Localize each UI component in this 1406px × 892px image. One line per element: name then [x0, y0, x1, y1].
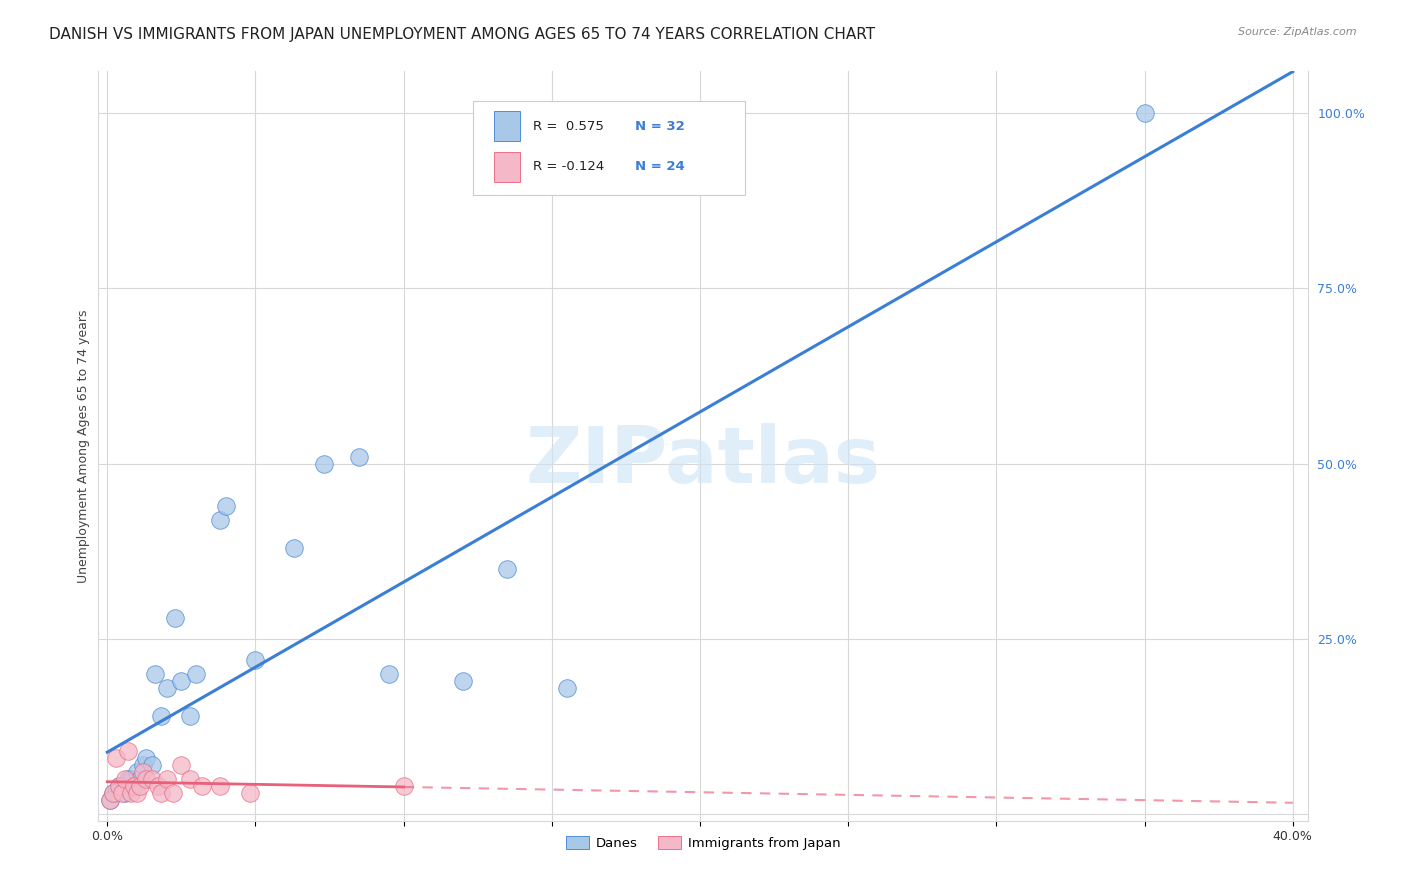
Point: [215, 499, 238, 513]
Text: DANISH VS IMMIGRANTS FROM JAPAN UNEMPLOYMENT AMONG AGES 65 TO 74 YEARS CORRELATI: DANISH VS IMMIGRANTS FROM JAPAN UNEMPLOY…: [49, 27, 876, 42]
Point: [146, 779, 169, 793]
Point: [1133, 106, 1156, 120]
Point: [103, 786, 125, 800]
Point: [120, 772, 142, 786]
Legend: Danes, Immigrants from Japan: Danes, Immigrants from Japan: [560, 830, 846, 855]
Point: [149, 786, 172, 800]
FancyBboxPatch shape: [474, 102, 745, 195]
Text: Source: ZipAtlas.com: Source: ZipAtlas.com: [1239, 27, 1357, 37]
Point: [117, 772, 139, 786]
Point: [162, 786, 184, 800]
Point: [239, 786, 262, 800]
Text: R =  0.575: R = 0.575: [533, 120, 603, 133]
Point: [103, 786, 125, 800]
Point: [114, 772, 136, 786]
Point: [155, 772, 177, 786]
Bar: [494, 152, 520, 181]
Point: [122, 779, 145, 793]
Point: [165, 610, 187, 624]
Point: [132, 757, 155, 772]
Point: [179, 772, 201, 786]
Point: [170, 757, 193, 772]
Point: [186, 666, 208, 681]
Point: [378, 666, 401, 681]
Point: [149, 708, 172, 723]
Point: [135, 772, 157, 786]
Point: [111, 786, 134, 800]
Point: [129, 772, 152, 786]
Point: [208, 512, 231, 526]
Point: [312, 457, 335, 471]
Point: [141, 772, 163, 786]
Text: R = -0.124: R = -0.124: [533, 160, 603, 173]
Point: [114, 786, 136, 800]
Point: [125, 786, 148, 800]
Text: N = 24: N = 24: [636, 160, 685, 173]
Point: [496, 561, 519, 575]
Point: [347, 450, 370, 464]
Point: [105, 786, 128, 800]
Point: [98, 792, 121, 806]
Point: [392, 779, 415, 793]
Text: ZIPatlas: ZIPatlas: [526, 423, 880, 499]
Point: [283, 541, 305, 555]
Point: [117, 743, 139, 757]
Point: [132, 764, 155, 779]
Point: [155, 681, 177, 695]
Point: [555, 681, 578, 695]
Point: [105, 750, 128, 764]
Point: [120, 786, 142, 800]
Y-axis label: Unemployment Among Ages 65 to 74 years: Unemployment Among Ages 65 to 74 years: [77, 310, 90, 582]
Point: [191, 779, 214, 793]
Point: [135, 750, 157, 764]
Bar: [494, 112, 520, 141]
Point: [111, 779, 134, 793]
Point: [170, 673, 193, 688]
Point: [208, 779, 231, 793]
Point: [122, 779, 145, 793]
Text: N = 32: N = 32: [636, 120, 685, 133]
Point: [129, 779, 152, 793]
Point: [143, 666, 166, 681]
Point: [179, 708, 201, 723]
Point: [125, 764, 148, 779]
Point: [108, 779, 131, 793]
Point: [141, 757, 163, 772]
Point: [451, 673, 474, 688]
Point: [245, 652, 267, 666]
Point: [108, 779, 131, 793]
Point: [98, 792, 121, 806]
